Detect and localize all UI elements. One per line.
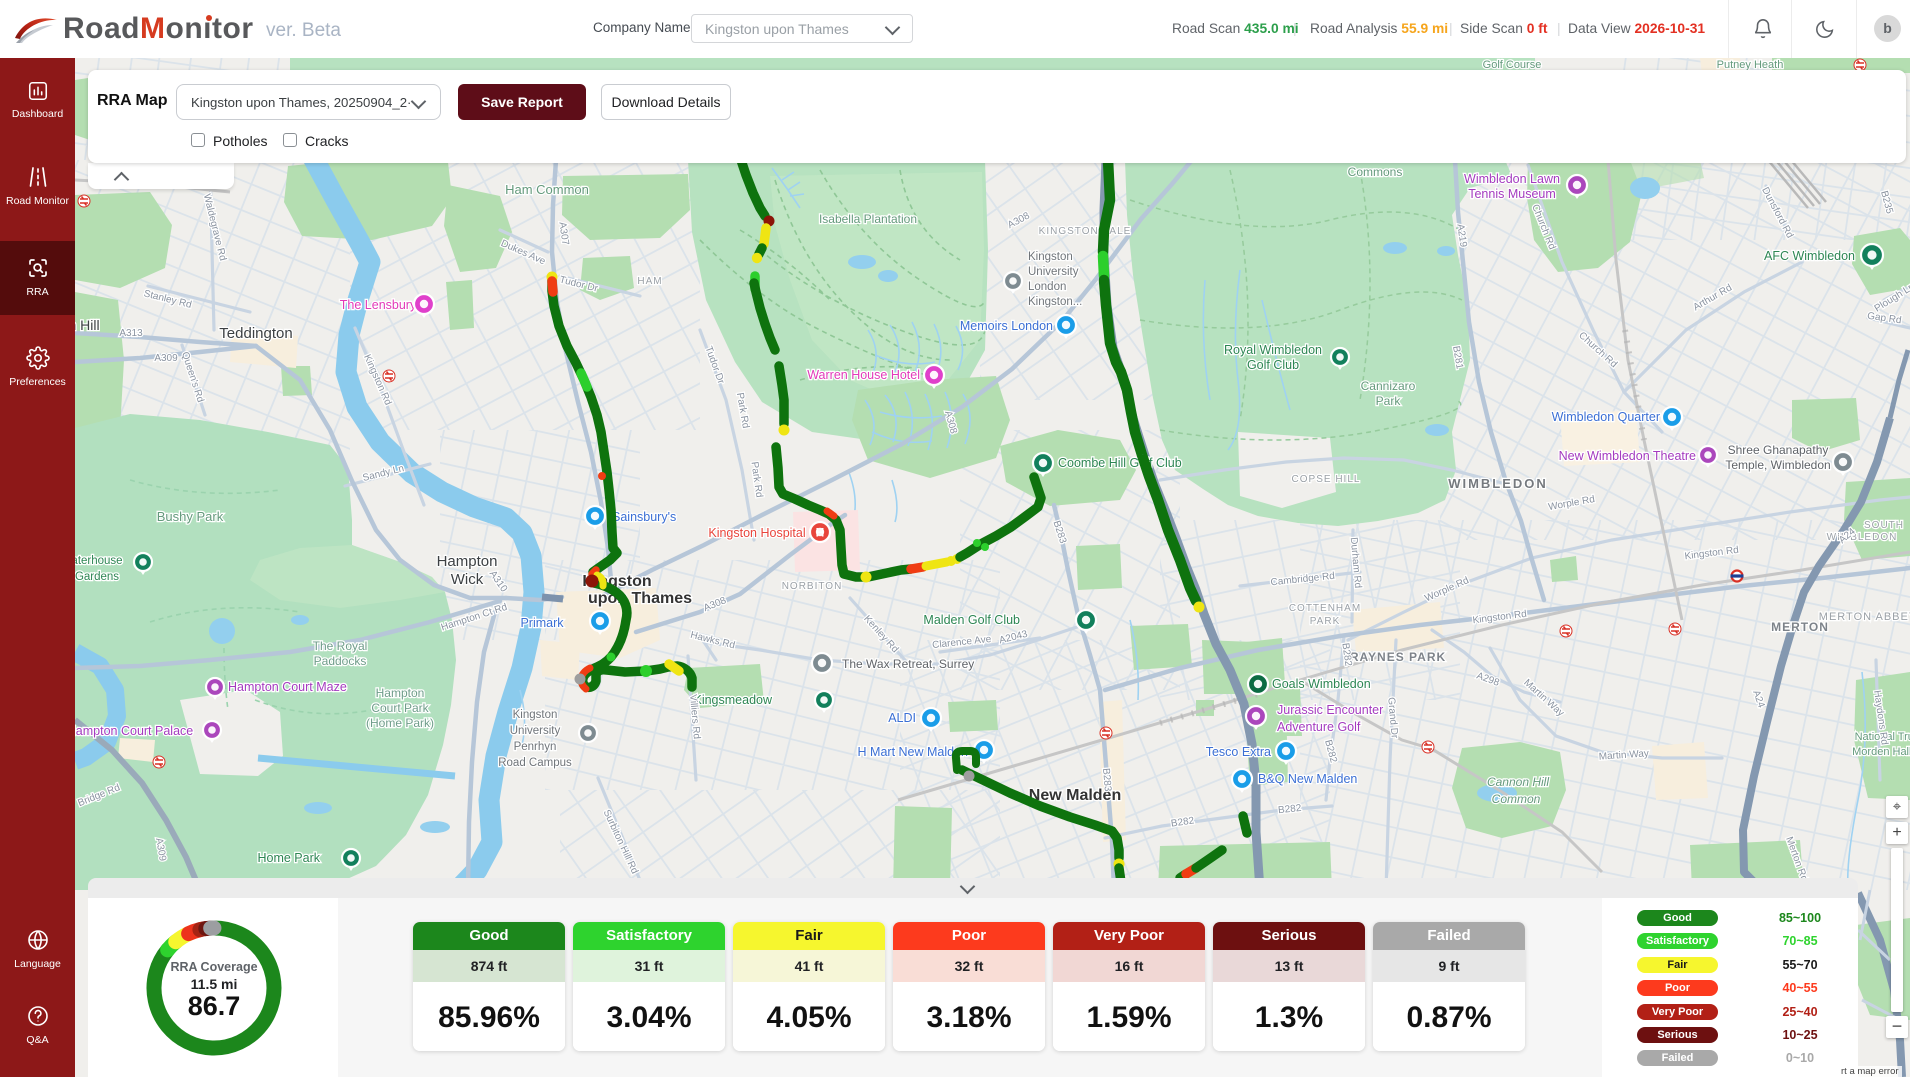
svg-text:AFC Wimbledon: AFC Wimbledon [1764, 249, 1855, 263]
svg-text:WIMBLEDON: WIMBLEDON [1448, 476, 1548, 491]
svg-text:Isabella Plantation: Isabella Plantation [819, 212, 917, 226]
svg-text:Ham Common: Ham Common [505, 182, 589, 197]
svg-text:Grand Dr: Grand Dr [1385, 697, 1400, 740]
svg-text:The Royal: The Royal [313, 639, 368, 653]
svg-text:H: H [816, 526, 825, 540]
svg-text:New Malden: New Malden [1029, 787, 1121, 804]
svg-text:Sainsbury's: Sainsbury's [612, 510, 676, 524]
svg-text:B283: B283 [1100, 768, 1113, 793]
svg-text:Wimbledon Lawn: Wimbledon Lawn [1464, 172, 1560, 186]
svg-text:Kingston...: Kingston... [1028, 296, 1082, 308]
svg-text:Martin Way: Martin Way [1598, 748, 1649, 762]
svg-text:(Home Park): (Home Park) [366, 716, 434, 730]
svg-text:The Lensbury: The Lensbury [340, 298, 417, 312]
svg-text:Golf Club: Golf Club [1247, 358, 1299, 372]
svg-text:Penrhyn: Penrhyn [514, 741, 557, 753]
svg-text:New Wimbledon Theatre: New Wimbledon Theatre [1559, 449, 1696, 463]
svg-text:Cannon Hill: Cannon Hill [1487, 775, 1549, 789]
svg-text:Road Campus: Road Campus [498, 757, 572, 769]
svg-text:Memoirs London: Memoirs London [960, 319, 1053, 333]
svg-text:Hampton Court Maze: Hampton Court Maze [228, 680, 347, 694]
svg-text:B282: B282 [1278, 803, 1303, 816]
svg-text:ALDI: ALDI [888, 711, 916, 725]
svg-text:Royal Wimbledon: Royal Wimbledon [1224, 343, 1322, 357]
svg-text:National Trus: National Trus [1855, 731, 1910, 743]
svg-text:London: London [1028, 281, 1066, 293]
svg-text:Putney Heath: Putney Heath [1717, 59, 1784, 71]
svg-text:Shree Ghanapathy: Shree Ghanapathy [1728, 443, 1829, 457]
svg-text:n Hill: n Hill [75, 317, 100, 333]
svg-text:A307: A307 [556, 221, 570, 246]
svg-text:Commons: Commons [1348, 165, 1403, 179]
svg-text:Kingston Hospital: Kingston Hospital [708, 526, 805, 540]
svg-text:Gardens: Gardens [75, 571, 119, 583]
svg-text:Hampton Court Palace: Hampton Court Palace [75, 724, 193, 738]
svg-text:Villiers Rd: Villiers Rd [687, 694, 702, 740]
svg-text:Jurassic Encounter: Jurassic Encounter [1277, 703, 1383, 717]
svg-text:Hampton: Hampton [437, 553, 498, 570]
svg-text:HAM: HAM [637, 276, 662, 287]
svg-text:upon Thames: upon Thames [588, 590, 692, 607]
svg-text:B282: B282 [1170, 815, 1195, 829]
svg-text:Tennis Museum: Tennis Museum [1468, 187, 1556, 201]
svg-text:Court Park: Court Park [371, 701, 429, 715]
svg-text:University: University [1028, 266, 1079, 278]
svg-text:University: University [510, 725, 561, 737]
svg-text:A219: A219 [1454, 223, 1468, 248]
svg-text:Adventure Golf: Adventure Golf [1277, 720, 1361, 734]
svg-text:NORBITON: NORBITON [782, 581, 843, 592]
svg-text:Tesco Extra: Tesco Extra [1206, 745, 1271, 759]
svg-text:Kingston: Kingston [1028, 251, 1073, 263]
svg-text:Warren House Hotel: Warren House Hotel [807, 368, 920, 382]
svg-text:Paddocks: Paddocks [314, 654, 367, 668]
svg-text:KINGSTON VALE: KINGSTON VALE [1039, 226, 1132, 237]
svg-text:Morden Hall P: Morden Hall P [1852, 746, 1910, 758]
svg-text:aterhouse: aterhouse [75, 555, 123, 567]
svg-text:Hampton: Hampton [376, 686, 425, 700]
svg-text:Goals Wimbledon: Goals Wimbledon [1272, 677, 1371, 691]
svg-text:A309: A309 [154, 353, 178, 364]
svg-text:Golf Course: Golf Course [1483, 59, 1542, 71]
svg-text:Wick: Wick [451, 571, 484, 588]
svg-text:COPSE HILL: COPSE HILL [1292, 474, 1361, 485]
svg-text:The Wax Retreat, Surrey: The Wax Retreat, Surrey [842, 657, 974, 671]
svg-text:Park: Park [1376, 394, 1402, 408]
svg-text:Primark: Primark [520, 616, 564, 630]
svg-text:Wimbledon Quarter: Wimbledon Quarter [1552, 410, 1660, 424]
svg-text:SOUTH: SOUTH [1864, 520, 1904, 531]
svg-text:Temple, Wimbledon: Temple, Wimbledon [1725, 458, 1830, 472]
svg-text:Coombe Hill Golf Club: Coombe Hill Golf Club [1058, 456, 1182, 470]
svg-text:WIMBLEDON: WIMBLEDON [1827, 532, 1898, 543]
svg-text:H Mart New Malden: H Mart New Malden [858, 745, 968, 759]
svg-text:Cannizaro: Cannizaro [1361, 379, 1416, 393]
svg-text:B&Q New Malden: B&Q New Malden [1258, 772, 1357, 786]
svg-text:Kingsmeadow: Kingsmeadow [693, 693, 772, 707]
svg-text:Teddington: Teddington [219, 325, 292, 342]
svg-text:Bushy Park: Bushy Park [157, 509, 224, 524]
svg-text:MERTON ABBEY: MERTON ABBEY [1819, 611, 1910, 623]
svg-text:MERTON: MERTON [1771, 620, 1829, 634]
svg-text:Malden Golf Club: Malden Golf Club [923, 613, 1020, 627]
svg-text:Kingston: Kingston [513, 709, 558, 721]
svg-text:COTTENHAM: COTTENHAM [1289, 603, 1361, 614]
svg-text:PARK: PARK [1310, 616, 1341, 627]
svg-text:RAYNES PARK: RAYNES PARK [1350, 650, 1446, 664]
svg-text:Common: Common [1492, 792, 1541, 806]
svg-text:B282: B282 [1339, 642, 1353, 667]
svg-text:Home Park: Home Park [257, 851, 320, 865]
svg-text:A313: A313 [119, 328, 143, 339]
